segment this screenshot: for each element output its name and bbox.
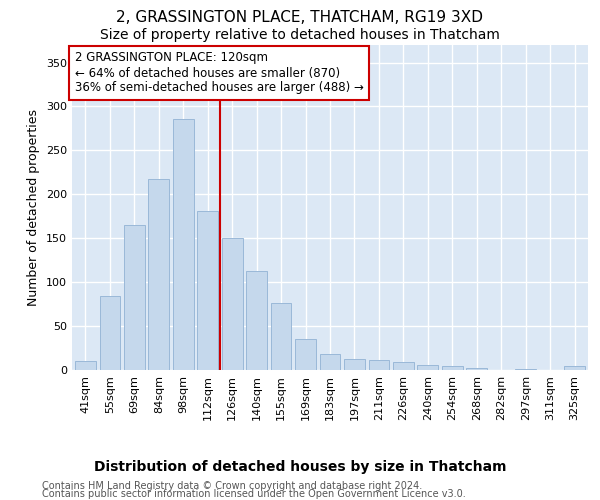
Text: 2, GRASSINGTON PLACE, THATCHAM, RG19 3XD: 2, GRASSINGTON PLACE, THATCHAM, RG19 3XD: [116, 10, 484, 25]
Bar: [442, 366, 463, 370]
Text: Contains public sector information licensed under the Open Government Licence v3: Contains public sector information licen…: [42, 489, 466, 499]
Bar: [466, 368, 487, 370]
Bar: [197, 211, 218, 370]
Bar: [368, 360, 389, 370]
Bar: [564, 366, 585, 370]
Bar: [344, 358, 365, 370]
Bar: [320, 354, 340, 370]
Bar: [393, 362, 414, 370]
Bar: [222, 238, 242, 370]
Bar: [418, 364, 438, 370]
Text: Size of property relative to detached houses in Thatcham: Size of property relative to detached ho…: [100, 28, 500, 42]
Text: 2 GRASSINGTON PLACE: 120sqm
← 64% of detached houses are smaller (870)
36% of se: 2 GRASSINGTON PLACE: 120sqm ← 64% of det…: [74, 52, 364, 94]
Y-axis label: Number of detached properties: Number of detached properties: [28, 109, 40, 306]
Bar: [515, 369, 536, 370]
Bar: [75, 361, 96, 370]
Bar: [148, 180, 169, 370]
Text: Contains HM Land Registry data © Crown copyright and database right 2024.: Contains HM Land Registry data © Crown c…: [42, 481, 422, 491]
Bar: [271, 303, 292, 370]
Bar: [295, 340, 316, 370]
Text: Distribution of detached houses by size in Thatcham: Distribution of detached houses by size …: [94, 460, 506, 474]
Bar: [246, 270, 267, 370]
Bar: [124, 225, 145, 370]
Bar: [173, 119, 194, 370]
Bar: [100, 296, 120, 370]
